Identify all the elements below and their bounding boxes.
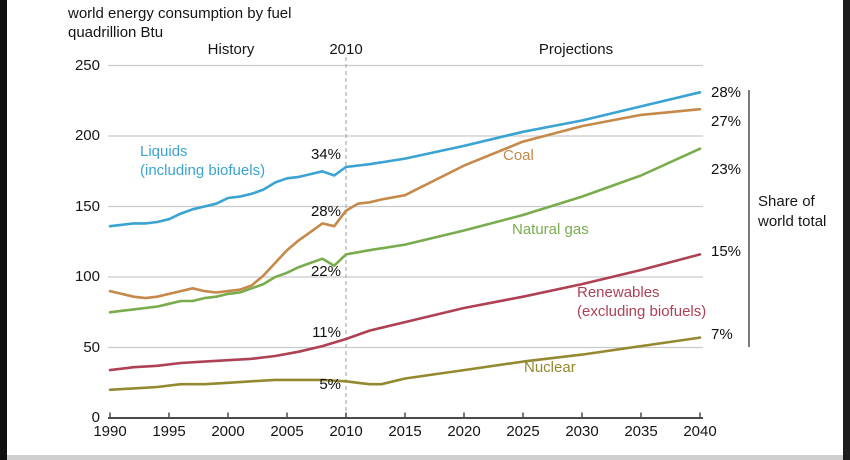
share-2040-coal: 27% [711, 113, 742, 130]
series-label-liquids: Liquids (including biofuels) [140, 142, 265, 180]
y-tick-label-50: 50 [83, 338, 100, 356]
series-line-renewables-excluding-biofuels [108, 253, 702, 372]
share-2040-natural-gas: 23% [711, 161, 742, 178]
left-border [0, 0, 7, 460]
x-tick-label-2000: 2000 [211, 423, 245, 440]
chart-title-line1: world energy consumption by fuel [68, 5, 292, 22]
share-of-world-total-line2: world total [758, 213, 827, 230]
x-tick-label-2025: 2025 [506, 423, 540, 440]
x-tick-label-2005: 2005 [270, 423, 304, 440]
y-tick-label-100: 100 [74, 268, 100, 285]
x-tick-label-2010: 2010 [329, 423, 363, 440]
series-line-natural-gas [108, 147, 702, 314]
y-tick-label-0: 0 [91, 409, 100, 426]
y-tick-label-200: 200 [74, 127, 100, 144]
series-line-nuclear [108, 336, 702, 392]
series-label-nuclear: Nuclear [524, 359, 576, 376]
share-2010-liquids: 34% [310, 146, 341, 163]
series-label-renewables-line1: Renewables [577, 284, 660, 301]
share-2010-coal: 28% [310, 203, 341, 220]
series-label-natural-gas: Natural gas [512, 221, 589, 238]
x-tick-label-2040: 2040 [683, 423, 717, 440]
y-tick-label-250: 250 [74, 56, 100, 74]
x-tick-label-2020: 2020 [447, 423, 481, 440]
history-section-label: History [207, 41, 255, 58]
x-tick-label-2035: 2035 [624, 423, 658, 440]
share-of-world-total-line1: Share of [758, 193, 815, 210]
series-label-renewables-line2: (excluding biofuels) [577, 303, 707, 320]
right-border [843, 0, 850, 460]
projections-section-label: Projections [538, 41, 614, 58]
series-line-liquids-including-biofuels [108, 91, 702, 228]
chart-title: world energy consumption by fuel quadril… [68, 4, 291, 42]
x-tick-label-2015: 2015 [388, 423, 422, 440]
series-label-coal: Coal [503, 147, 534, 164]
share-2010-renewables: 11% [312, 324, 341, 341]
x-tick-label-2030: 2030 [565, 423, 599, 440]
divider-year-label: 2010 [329, 41, 363, 58]
share-2040-renewables: 15% [711, 243, 742, 260]
series-label-liquids-line2: (including biofuels) [140, 162, 266, 179]
series-label-renewables: Renewables (excluding biofuels) [577, 283, 706, 321]
share-2040-liquids: 28% [711, 84, 742, 101]
series-line-coal [108, 107, 702, 300]
x-tick-label-1995: 1995 [152, 423, 186, 440]
share-2040-nuclear: 7% [711, 326, 733, 343]
share-2010-nuclear: 5% [319, 376, 341, 393]
series-label-liquids-line1: Liquids [140, 143, 188, 160]
share-of-world-total-label: Share of world total [758, 192, 826, 232]
y-tick-label-150: 150 [74, 197, 100, 215]
chart-title-line2: quadrillion Btu [68, 24, 164, 41]
bottom-border [7, 455, 843, 460]
x-tick-label-1990: 1990 [93, 423, 127, 440]
share-2010-natural-gas: 22% [310, 263, 341, 280]
